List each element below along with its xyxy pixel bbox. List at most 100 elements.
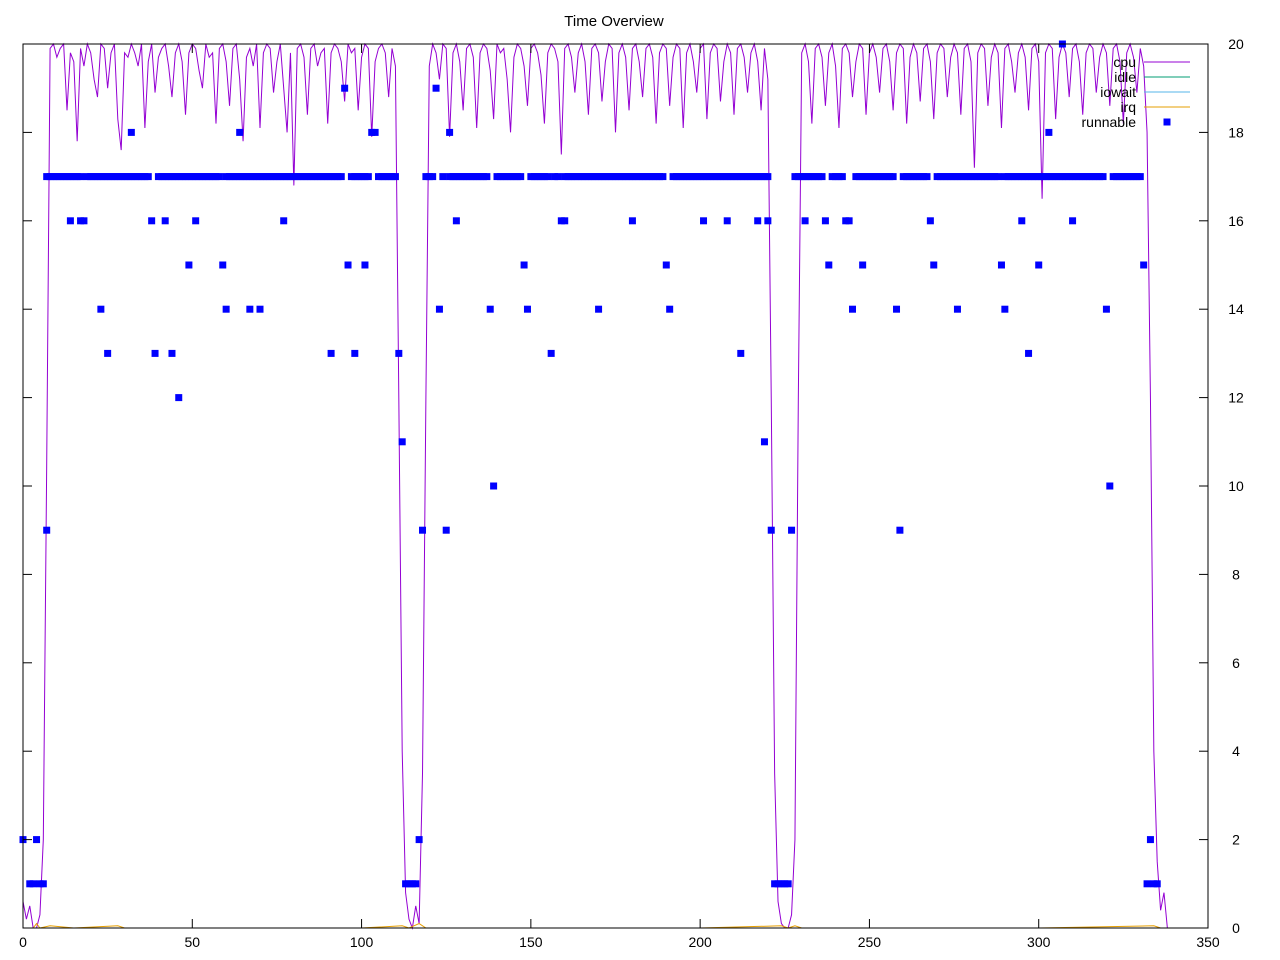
runnable-point bbox=[666, 305, 674, 313]
runnable-point bbox=[926, 217, 934, 225]
y-tick-label: 12 bbox=[1228, 390, 1244, 406]
runnable-point bbox=[764, 217, 772, 225]
runnable-point bbox=[554, 173, 562, 181]
runnable-point bbox=[818, 173, 826, 181]
runnable-point bbox=[39, 880, 47, 888]
plot-points bbox=[19, 40, 1161, 888]
runnable-point bbox=[845, 217, 853, 225]
runnable-point bbox=[219, 261, 227, 269]
x-tick-label: 200 bbox=[688, 934, 712, 950]
legend-label-irq: irq bbox=[1120, 99, 1136, 115]
runnable-point bbox=[994, 173, 1002, 181]
runnable-point bbox=[754, 217, 762, 225]
runnable-point bbox=[517, 173, 525, 181]
runnable-point bbox=[127, 128, 135, 136]
runnable-point bbox=[821, 217, 829, 225]
runnable-point bbox=[1153, 880, 1161, 888]
runnable-point bbox=[215, 173, 223, 181]
runnable-point bbox=[435, 305, 443, 313]
runnable-point bbox=[825, 261, 833, 269]
runnable-point bbox=[547, 349, 555, 357]
x-tick-label: 50 bbox=[184, 934, 200, 950]
runnable-point bbox=[415, 836, 423, 844]
runnable-point bbox=[1146, 836, 1154, 844]
runnable-point bbox=[452, 217, 460, 225]
runnable-point bbox=[1099, 173, 1107, 181]
runnable-point bbox=[760, 438, 768, 446]
runnable-point bbox=[737, 349, 745, 357]
runnable-point bbox=[788, 526, 796, 534]
runnable-point bbox=[889, 173, 897, 181]
runnable-point bbox=[997, 261, 1005, 269]
runnable-point bbox=[364, 173, 372, 181]
x-tick-label: 100 bbox=[350, 934, 374, 950]
runnable-point bbox=[236, 128, 244, 136]
runnable-point bbox=[859, 261, 867, 269]
runnable-point bbox=[1140, 261, 1148, 269]
runnable-point bbox=[144, 173, 152, 181]
runnable-point bbox=[659, 173, 667, 181]
runnable-point bbox=[43, 526, 51, 534]
runnable-point bbox=[351, 349, 359, 357]
runnable-point bbox=[662, 261, 670, 269]
y-tick-label: 4 bbox=[1232, 743, 1240, 759]
runnable-point bbox=[341, 84, 349, 92]
runnable-point bbox=[256, 305, 264, 313]
legend-label-idle: idle bbox=[1114, 69, 1136, 85]
runnable-point bbox=[486, 305, 494, 313]
runnable-point bbox=[838, 173, 846, 181]
runnable-point bbox=[1001, 305, 1009, 313]
legend-label-cpu: cpu bbox=[1113, 54, 1136, 70]
runnable-point bbox=[849, 305, 856, 313]
runnable-point bbox=[77, 173, 85, 181]
y-tick-label: 16 bbox=[1228, 213, 1244, 229]
y-tick-label: 10 bbox=[1228, 478, 1244, 494]
runnable-point bbox=[1018, 217, 1026, 225]
x-tick-label: 300 bbox=[1027, 934, 1051, 950]
runnable-point bbox=[595, 305, 603, 313]
runnable-point bbox=[280, 217, 288, 225]
x-tick-label: 150 bbox=[519, 934, 543, 950]
runnable-point bbox=[1143, 880, 1151, 888]
runnable-point bbox=[628, 217, 636, 225]
runnable-point bbox=[544, 173, 552, 181]
runnable-point bbox=[764, 173, 772, 181]
y-tick-label: 2 bbox=[1232, 832, 1240, 848]
runnable-point bbox=[923, 173, 931, 181]
runnable-point bbox=[1025, 349, 1033, 357]
runnable-point bbox=[66, 217, 74, 225]
runnable-point bbox=[439, 173, 447, 181]
runnable-point bbox=[520, 261, 528, 269]
runnable-point bbox=[337, 173, 345, 181]
runnable-point bbox=[361, 261, 369, 269]
runnable-point bbox=[80, 217, 88, 225]
runnable-point bbox=[561, 217, 569, 225]
runnable-point bbox=[222, 305, 230, 313]
x-tick-label: 250 bbox=[858, 934, 882, 950]
runnable-point bbox=[1102, 305, 1110, 313]
legend-label-iowait: iowait bbox=[1100, 84, 1136, 100]
x-tick-label: 0 bbox=[19, 934, 27, 950]
runnable-point bbox=[442, 526, 450, 534]
runnable-point bbox=[1045, 128, 1053, 136]
runnable-point bbox=[1069, 217, 1077, 225]
runnable-point bbox=[1136, 173, 1144, 181]
runnable-point bbox=[104, 349, 112, 357]
runnable-point bbox=[446, 128, 454, 136]
runnable-point bbox=[371, 128, 379, 136]
runnable-point bbox=[97, 305, 105, 313]
y-tick-label: 6 bbox=[1232, 655, 1240, 671]
runnable-point bbox=[723, 217, 731, 225]
runnable-point bbox=[700, 217, 708, 225]
runnable-point bbox=[490, 482, 498, 490]
runnable-point bbox=[327, 349, 335, 357]
runnable-point bbox=[192, 217, 200, 225]
runnable-point bbox=[168, 349, 176, 357]
runnable-point bbox=[29, 880, 37, 888]
runnable-point bbox=[395, 349, 403, 357]
y-axis-right: 0 2 4 6 8 10 12 14 16 18 20 bbox=[23, 36, 1244, 936]
runnable-point bbox=[419, 526, 427, 534]
runnable-point bbox=[429, 173, 437, 181]
